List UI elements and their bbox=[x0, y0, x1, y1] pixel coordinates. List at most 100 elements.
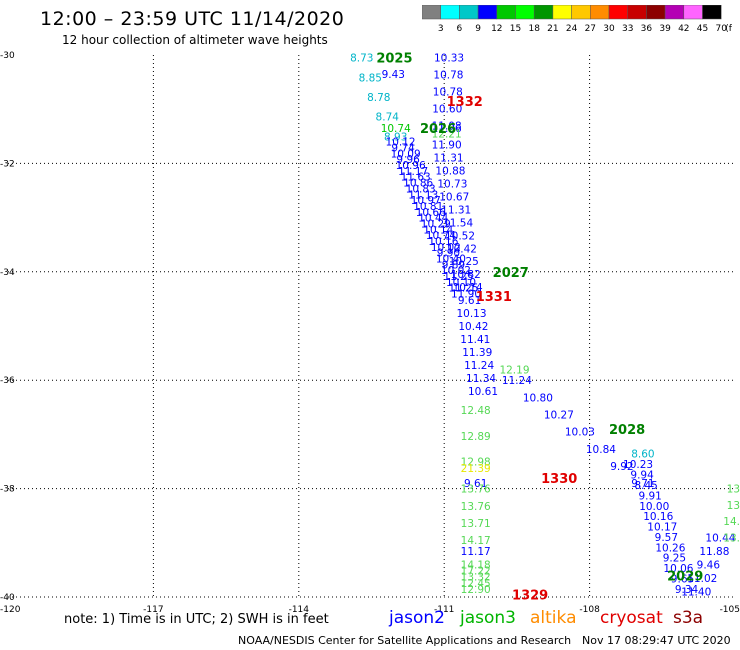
wave-height-value: 9.89 bbox=[442, 259, 465, 271]
wave-height-value: 12.98 bbox=[461, 457, 491, 469]
wave-height-value: 11.17 bbox=[398, 166, 428, 178]
wave-height-value: 17.22 bbox=[461, 566, 491, 578]
wave-height-value: 9.90 bbox=[437, 248, 460, 260]
wave-height-value: 10.97 bbox=[411, 195, 441, 207]
wave-height-value: 10.12 bbox=[386, 137, 416, 149]
wave-height-value: 12.90 bbox=[461, 584, 491, 596]
legend-tick-label: (ft) bbox=[725, 24, 732, 34]
legend-tick-label: 30 bbox=[603, 24, 615, 34]
wave-height-value: 10.78 bbox=[433, 87, 463, 99]
legend-tick-label: 9 bbox=[475, 24, 481, 34]
wave-height-value: 10.44 bbox=[418, 213, 448, 225]
legend-tick-label: 42 bbox=[678, 24, 689, 34]
wave-height-value: 12.89 bbox=[461, 431, 491, 443]
wave-height-value: 10.03 bbox=[565, 427, 595, 439]
wave-height-value: 21.39 bbox=[461, 463, 491, 475]
wave-height-value: 9.92 bbox=[610, 461, 633, 473]
wave-height-value: 11.25 bbox=[443, 271, 473, 283]
wave-height-value: 12.19 bbox=[499, 364, 529, 376]
wave-height-value: 11.31 bbox=[441, 204, 471, 216]
satellite-legend-cryosat: cryosat bbox=[600, 608, 663, 628]
wave-height-value: 10.26 bbox=[655, 542, 685, 554]
lon-tick-label: -105 bbox=[720, 605, 740, 615]
pass-number-label: 2028 bbox=[609, 423, 645, 438]
wave-height-value: 13. bbox=[727, 500, 740, 512]
wave-height-value: 9.61 bbox=[464, 478, 487, 490]
wave-height-value: 10.84 bbox=[586, 444, 616, 456]
wave-height-value: 10.82 bbox=[451, 269, 481, 281]
wave-height-value: 11.06 bbox=[432, 123, 462, 135]
wave-height-value: 10.06 bbox=[663, 563, 693, 575]
page-subtitle: 12 hour collection of altimeter wave hei… bbox=[62, 33, 328, 47]
wave-height-value: 10.40 bbox=[436, 253, 466, 265]
wave-height-value: 13.0 bbox=[723, 532, 740, 544]
wave-height-value: 10.60 bbox=[432, 104, 462, 116]
wave-height-value: 11.90 bbox=[432, 139, 462, 151]
wave-height-value: 10.00 bbox=[639, 501, 669, 513]
footer-note: note: 1) Time is in UTC; 2) SWH is in fe… bbox=[64, 612, 329, 627]
satellite-legend-jason2: jason2 bbox=[389, 608, 445, 628]
wave-height-value: 11.88 bbox=[699, 546, 729, 558]
wave-height-value: 9.25 bbox=[663, 553, 686, 565]
color-swatch bbox=[702, 5, 722, 20]
wave-height-value: 10.29 bbox=[421, 218, 451, 230]
wave-height-value: 10.13 bbox=[456, 308, 486, 320]
lat-tick-label: -30 bbox=[0, 51, 15, 61]
wave-height-value: 10.88 bbox=[435, 165, 465, 177]
legend-tick-label: 24 bbox=[566, 24, 578, 34]
legend-tick-label: 15 bbox=[510, 24, 521, 34]
pass-number-label: 1330 bbox=[541, 472, 577, 487]
wave-height-value: 13. bbox=[727, 484, 740, 496]
wave-height-value: 11.24 bbox=[464, 360, 494, 372]
wave-height-value: 10.52 bbox=[445, 230, 475, 242]
lon-tick-label: -117 bbox=[143, 605, 163, 615]
pass-number-label: 2026 bbox=[420, 122, 456, 137]
wave-height-value: 11.25 bbox=[448, 283, 478, 295]
lon-tick-label: -114 bbox=[289, 605, 310, 615]
wave-height-value: 10.44 bbox=[705, 532, 735, 544]
credit-text: NOAA/NESDIS Center for Satellite Applica… bbox=[238, 634, 572, 647]
wave-height-value: 10.86 bbox=[403, 178, 433, 190]
wave-height-value: 10.16 bbox=[643, 511, 673, 523]
wave-height-value: 10.16 bbox=[428, 236, 458, 248]
lon-tick-label: -111 bbox=[434, 605, 454, 615]
wave-height-value: 14.6 bbox=[723, 516, 740, 528]
wave-height-value: 10.66 bbox=[416, 207, 446, 219]
wave-height-value: 11.90 bbox=[451, 288, 481, 300]
page-title: 12:00 – 23:59 UTC 11/14/2020 bbox=[40, 8, 345, 30]
wave-height-value: 9.65 bbox=[671, 573, 694, 585]
wave-height-value: 12.21 bbox=[432, 129, 462, 141]
legend-tick-label: 3 bbox=[438, 24, 444, 34]
satellite-legend-altika: altika bbox=[530, 608, 577, 628]
wave-height-value: 10.73 bbox=[437, 178, 467, 190]
wave-height-value: 8.73 bbox=[350, 53, 373, 65]
wave-height-value: 10.42 bbox=[447, 243, 477, 255]
wave-height-value: 11.24 bbox=[502, 375, 532, 387]
pass-number-label: 2025 bbox=[376, 52, 412, 67]
wave-height-value: 10.23 bbox=[623, 459, 653, 471]
wave-height-value: 10.17 bbox=[647, 522, 677, 534]
wave-height-value: 10.25 bbox=[449, 256, 479, 268]
wave-height-value: 9.94 bbox=[630, 470, 654, 482]
wave-height-value: 9.91 bbox=[638, 490, 661, 502]
wave-height-value: 13.32 bbox=[461, 572, 491, 584]
wave-height-value: 10.27 bbox=[544, 410, 574, 422]
wave-height-value: 13.76 bbox=[461, 501, 491, 513]
wave-height-value: 10.96 bbox=[396, 160, 426, 172]
lat-tick-label: -40 bbox=[0, 593, 15, 603]
wave-height-value: 11.31 bbox=[434, 152, 464, 164]
wave-height-value: 11.08 bbox=[432, 120, 462, 132]
wave-height-value: 9.71 bbox=[631, 478, 654, 490]
pass-number-label: 2027 bbox=[493, 266, 529, 281]
wave-height-value: 8.78 bbox=[367, 92, 390, 104]
lat-tick-label: -36 bbox=[0, 376, 15, 386]
wave-height-value: 9.46 bbox=[697, 559, 721, 571]
pass-number-label: 1329 bbox=[512, 588, 548, 603]
legend-tick-label: 18 bbox=[528, 24, 540, 34]
wave-height-value: 9.61 bbox=[458, 295, 481, 307]
satellite-legend-jason3: jason3 bbox=[460, 608, 516, 628]
wave-height-value: 11.63 bbox=[401, 172, 431, 184]
pass-number-label: 1332 bbox=[447, 95, 483, 110]
wave-height-value: 8.60 bbox=[631, 448, 654, 460]
